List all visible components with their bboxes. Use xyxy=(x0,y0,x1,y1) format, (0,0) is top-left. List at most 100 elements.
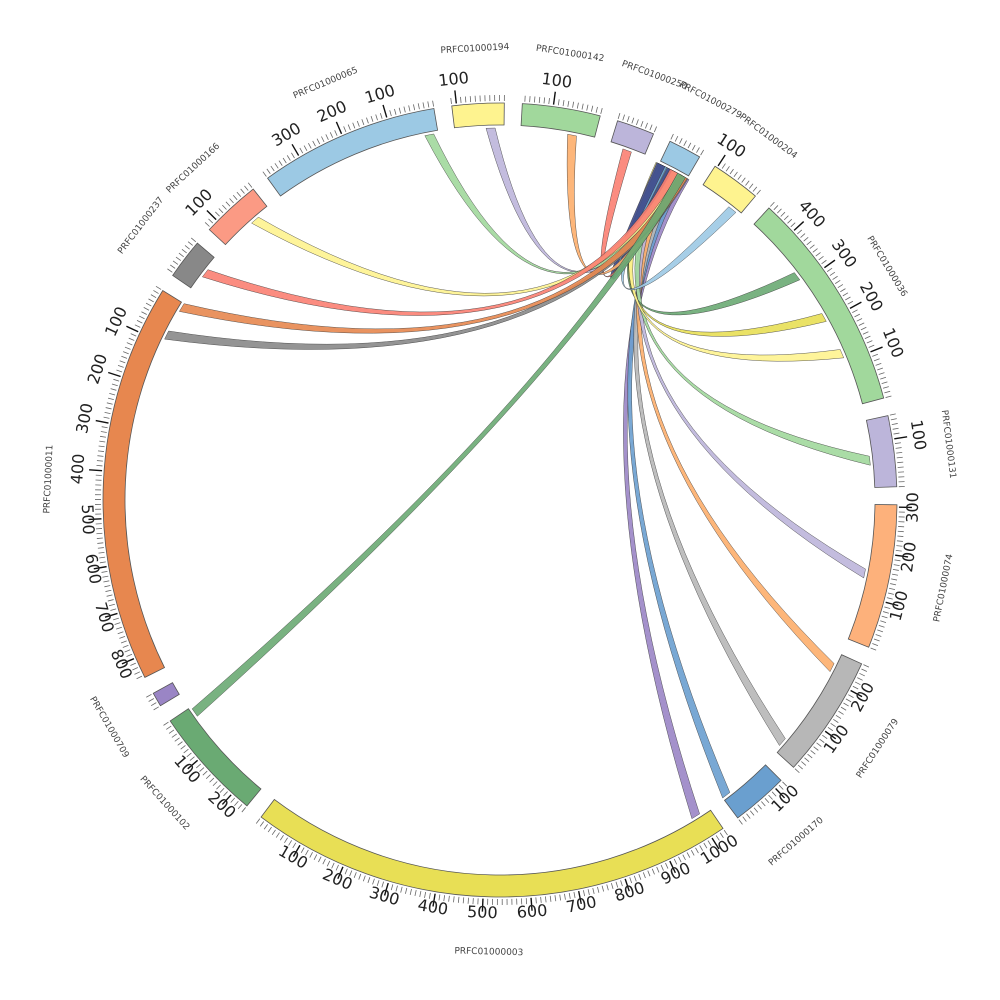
minor-tick xyxy=(790,222,796,228)
minor-tick xyxy=(274,163,279,169)
minor-tick xyxy=(414,890,417,897)
minor-tick xyxy=(448,895,450,902)
minor-tick xyxy=(343,126,347,133)
minor-tick xyxy=(104,585,111,588)
minor-tick xyxy=(347,124,351,131)
minor-tick xyxy=(98,445,105,448)
minor-tick xyxy=(832,275,838,280)
minor-tick xyxy=(673,858,678,865)
minor-tick xyxy=(545,896,547,903)
minor-tick xyxy=(891,423,898,425)
minor-tick xyxy=(890,418,897,421)
segment-PRFC01000011 xyxy=(102,289,183,678)
minor-tick xyxy=(640,120,644,127)
minor-tick xyxy=(240,188,245,194)
minor-tick xyxy=(381,881,384,888)
minor-tick xyxy=(96,465,103,467)
minor-tick xyxy=(117,365,124,368)
minor-tick xyxy=(219,787,225,793)
links-layer xyxy=(164,127,871,819)
minor-tick xyxy=(168,729,175,734)
minor-tick xyxy=(99,440,106,443)
minor-tick xyxy=(232,195,238,201)
minor-tick xyxy=(813,746,819,751)
minor-tick xyxy=(247,182,253,188)
segment-PRFC01000166 xyxy=(208,188,268,246)
minor-tick xyxy=(119,360,126,364)
minor-tick xyxy=(316,138,321,145)
minor-tick xyxy=(148,698,155,702)
minor-tick xyxy=(184,245,190,250)
minor-tick xyxy=(695,847,699,854)
minor-tick xyxy=(777,208,782,214)
minor-tick xyxy=(892,427,899,430)
minor-tick xyxy=(163,721,169,726)
minor-tick xyxy=(134,671,141,675)
minor-tick xyxy=(860,326,867,331)
minor-tick xyxy=(764,798,770,804)
minor-tick xyxy=(275,832,280,838)
minor-tick xyxy=(880,620,887,623)
minor-tick xyxy=(679,138,683,144)
segment-label-PRFC01000065: PRFC01000065 xyxy=(292,66,359,102)
minor-tick xyxy=(312,140,316,147)
minor-tick xyxy=(691,144,696,151)
minor-tick xyxy=(110,608,117,611)
major-tick xyxy=(108,371,121,378)
minor-tick xyxy=(729,168,734,175)
minor-tick xyxy=(428,892,431,899)
tick-label: 600 xyxy=(516,901,548,922)
minor-tick xyxy=(424,891,427,898)
minor-tick xyxy=(105,589,112,592)
tick-label: 100 xyxy=(362,80,397,107)
major-tick xyxy=(669,860,677,874)
major-tick xyxy=(481,898,484,912)
minor-tick xyxy=(615,881,619,888)
minor-tick xyxy=(554,895,557,902)
minor-tick xyxy=(308,143,312,149)
minor-tick xyxy=(97,455,104,457)
major-tick xyxy=(337,866,344,880)
minor-tick xyxy=(896,452,903,454)
major-tick xyxy=(870,346,883,353)
minor-tick xyxy=(464,96,467,103)
major-tick xyxy=(624,878,630,892)
segment-label-PRFC01000279: PRFC01000279 xyxy=(678,80,744,121)
tick-label: 700 xyxy=(91,600,118,635)
minor-tick xyxy=(757,804,762,810)
segment-label-PRFC01000204: PRFC01000204 xyxy=(737,112,799,161)
minor-tick xyxy=(835,714,842,719)
minor-tick xyxy=(896,545,903,547)
minor-tick xyxy=(548,97,550,105)
minor-tick xyxy=(852,685,859,690)
tick-label: 100 xyxy=(437,68,469,90)
minor-tick xyxy=(873,358,880,362)
minor-tick xyxy=(352,122,356,129)
minor-tick xyxy=(889,587,896,590)
minor-tick xyxy=(873,638,880,642)
minor-tick xyxy=(738,819,743,825)
minor-tick xyxy=(121,355,128,359)
minor-tick xyxy=(367,877,371,883)
minor-tick xyxy=(842,292,849,297)
minor-tick xyxy=(427,101,430,108)
tick-label: 400 xyxy=(795,196,830,231)
minor-tick xyxy=(880,376,887,380)
major-tick xyxy=(850,689,863,698)
minor-tick xyxy=(146,693,152,698)
minor-tick xyxy=(96,537,103,539)
minor-tick xyxy=(196,763,202,769)
minor-tick xyxy=(686,852,691,858)
minor-tick xyxy=(810,750,816,755)
minor-tick xyxy=(116,369,123,373)
minor-tick xyxy=(557,99,560,106)
minor-tick xyxy=(665,862,669,869)
minor-tick xyxy=(884,606,891,609)
minor-tick xyxy=(462,897,465,904)
minor-tick xyxy=(601,885,605,892)
minor-tick xyxy=(335,864,339,871)
minor-tick xyxy=(543,97,546,104)
minor-tick xyxy=(894,442,901,444)
minor-tick xyxy=(620,880,623,887)
